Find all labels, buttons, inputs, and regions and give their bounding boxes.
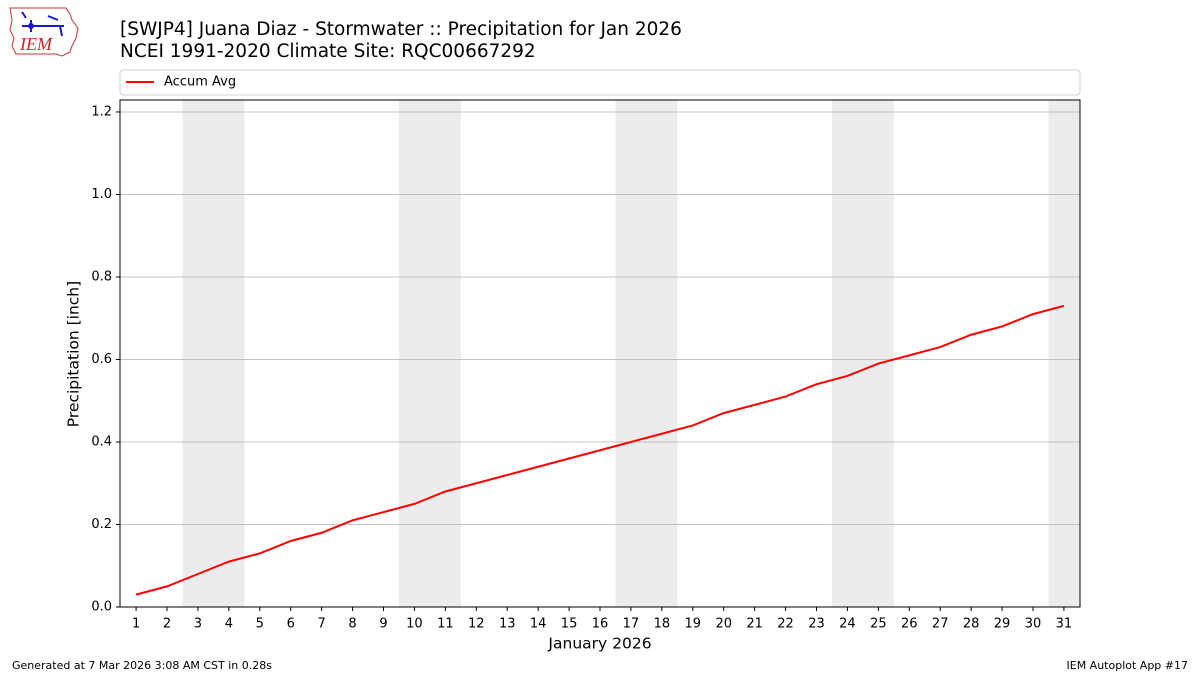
shaded-band (182, 100, 245, 607)
x-tick-label: 17 (623, 617, 640, 632)
shaded-band (1048, 100, 1080, 607)
y-tick-label: 0.2 (91, 517, 112, 532)
y-tick-label: 1.0 (91, 187, 112, 202)
footer-right: IEM Autoplot App #17 (1067, 659, 1189, 672)
x-tick-label: 27 (932, 617, 949, 632)
shaded-band (615, 100, 678, 607)
x-tick-label: 14 (530, 617, 547, 632)
chart-subtitle: NCEI 1991-2020 Climate Site: RQC00667292 (120, 41, 536, 62)
x-tick-label: 29 (994, 617, 1011, 632)
x-tick-label: 1 (132, 617, 140, 632)
x-tick-label: 22 (777, 617, 794, 632)
logo: IEM (9, 7, 79, 57)
x-tick-label: 6 (287, 617, 295, 632)
x-tick-label: 11 (437, 617, 454, 632)
x-tick-label: 4 (225, 617, 233, 632)
x-tick-label: 28 (963, 617, 980, 632)
x-tick-label: 13 (499, 617, 516, 632)
x-tick-label: 23 (808, 617, 825, 632)
legend-label: Accum Avg (164, 75, 236, 90)
legend-box (119, 69, 1081, 96)
x-tick-label: 20 (715, 617, 732, 632)
x-tick-label: 16 (592, 617, 609, 632)
y-tick-label: 0.6 (91, 352, 112, 367)
x-tick-label: 15 (561, 617, 578, 632)
x-tick-label: 9 (379, 617, 387, 632)
x-tick-label: 2 (163, 617, 171, 632)
y-axis-label: Precipitation [inch] (65, 281, 83, 427)
chart-title: [SWJP4] Juana Diaz - Stormwater :: Preci… (120, 19, 682, 40)
shaded-band (398, 100, 461, 607)
y-tick-label: 0.4 (91, 434, 112, 449)
x-tick-label: 25 (870, 617, 887, 632)
x-tick-label: 30 (1025, 617, 1042, 632)
y-tick-label: 0.8 (91, 269, 112, 284)
plot-frame (119, 99, 1081, 608)
logo-text: IEM (19, 34, 53, 54)
x-tick-label: 18 (654, 617, 671, 632)
x-tick-label: 7 (318, 617, 326, 632)
x-tick-label: 31 (1056, 617, 1073, 632)
x-axis-label: January 2026 (547, 635, 651, 653)
y-tick-label: 0.0 (91, 600, 112, 615)
logo-dot (28, 23, 34, 29)
x-tick-label: 12 (468, 617, 485, 632)
x-tick-label: 5 (256, 617, 264, 632)
x-tick-label: 3 (194, 617, 202, 632)
logo-icons (21, 11, 64, 37)
x-tick-label: 21 (746, 617, 763, 632)
x-tick-label: 19 (685, 617, 702, 632)
x-tick-label: 8 (348, 617, 356, 632)
y-tick-label: 1.2 (91, 104, 112, 119)
x-tick-label: 10 (406, 617, 423, 632)
x-tick-label: 26 (901, 617, 918, 632)
footer-left: Generated at 7 Mar 2026 3:08 AM CST in 0… (12, 659, 272, 672)
logo-outline (9, 7, 79, 57)
data-line (135, 304, 1065, 596)
x-tick-label: 24 (839, 617, 856, 632)
shaded-band (831, 100, 894, 607)
